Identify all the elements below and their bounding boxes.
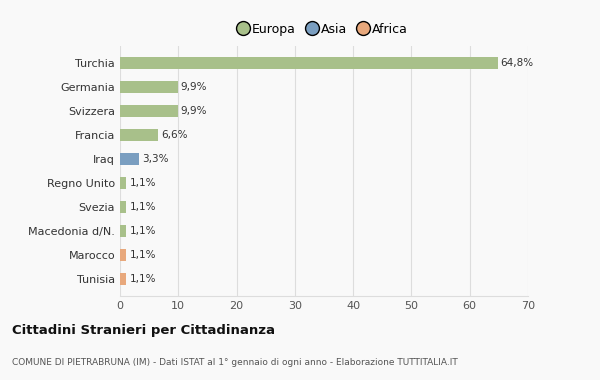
Bar: [120, 177, 127, 189]
Text: 1,1%: 1,1%: [130, 274, 156, 284]
Legend: Europa, Asia, Africa: Europa, Asia, Africa: [236, 19, 412, 40]
Bar: [120, 57, 497, 69]
Bar: [120, 81, 178, 93]
Bar: [120, 153, 139, 165]
Text: 1,1%: 1,1%: [130, 226, 156, 236]
Text: Cittadini Stranieri per Cittadinanza: Cittadini Stranieri per Cittadinanza: [12, 325, 275, 337]
Text: 64,8%: 64,8%: [500, 58, 534, 68]
Text: 6,6%: 6,6%: [161, 130, 188, 140]
Bar: [120, 249, 127, 261]
Text: 1,1%: 1,1%: [130, 202, 156, 212]
Bar: [120, 201, 127, 213]
Bar: [120, 225, 127, 237]
Text: 9,9%: 9,9%: [181, 106, 207, 116]
Text: 9,9%: 9,9%: [181, 82, 207, 92]
Bar: [120, 105, 178, 117]
Bar: [120, 273, 127, 285]
Text: 1,1%: 1,1%: [130, 178, 156, 188]
Bar: [120, 129, 158, 141]
Text: COMUNE DI PIETRABRUNA (IM) - Dati ISTAT al 1° gennaio di ogni anno - Elaborazion: COMUNE DI PIETRABRUNA (IM) - Dati ISTAT …: [12, 358, 458, 367]
Text: 1,1%: 1,1%: [130, 250, 156, 260]
Text: 3,3%: 3,3%: [142, 154, 169, 164]
